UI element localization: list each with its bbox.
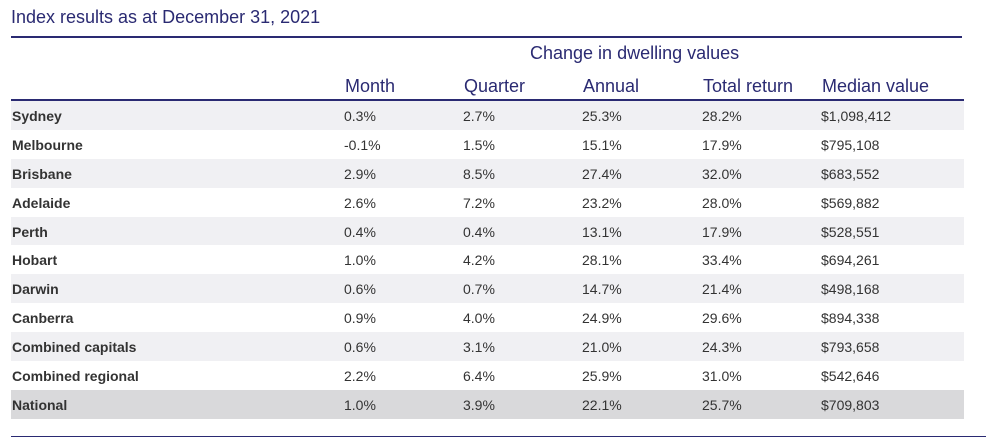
row-month: 0.6% — [344, 281, 376, 298]
row-city: Combined capitals — [12, 339, 137, 356]
row-annual: 23.2% — [582, 194, 622, 211]
column-header-quarter: Quarter — [464, 76, 526, 96]
row-median-value: $542,646 — [821, 368, 880, 385]
table-row: Sydney 0.3% 2.7% 25.3% 28.2% $1,098,412 — [11, 101, 964, 130]
row-city: Perth — [12, 223, 48, 240]
row-annual: 22.1% — [582, 396, 622, 413]
row-annual: 25.9% — [582, 368, 622, 385]
table-row: Brisbane 2.9% 8.5% 27.4% 32.0% $683,552 — [11, 158, 964, 188]
row-annual: 25.3% — [582, 108, 622, 124]
row-annual: 21.0% — [582, 339, 622, 356]
column-header-total-return: Total return — [703, 76, 794, 96]
table-row: Combined regional 2.2% 6.4% 25.9% 31.0% … — [11, 361, 964, 390]
row-city: Darwin — [12, 281, 59, 298]
row-median-value: $709,803 — [821, 396, 880, 413]
row-quarter: 3.9% — [463, 396, 495, 413]
row-month: 1.0% — [344, 396, 376, 413]
row-quarter: 3.1% — [463, 339, 495, 356]
header-divider — [11, 99, 964, 101]
row-median-value: $694,261 — [821, 252, 880, 269]
row-total-return: 24.3% — [702, 339, 742, 356]
row-median-value: $528,551 — [821, 223, 880, 240]
row-month: 2.2% — [344, 368, 376, 385]
row-city: National — [12, 396, 68, 413]
table-row: Perth 0.4% 0.4% 13.1% 17.9% $528,551 — [11, 216, 964, 246]
row-month: 2.9% — [344, 165, 376, 182]
row-month: 0.9% — [344, 310, 376, 327]
row-city: Combined regional — [12, 368, 139, 385]
row-total-return: 32.0% — [702, 165, 742, 182]
results-table: Sydney 0.3% 2.7% 25.3% 28.2% $1,098,412 … — [11, 101, 964, 419]
bottom-divider — [11, 436, 986, 437]
column-header-median-value: Median value — [822, 76, 930, 96]
table-row: Hobart 1.0% 4.2% 28.1% 33.4% $694,261 — [11, 245, 964, 274]
row-quarter: 0.4% — [463, 223, 495, 240]
row-city: Adelaide — [12, 194, 71, 211]
row-city: Melbourne — [12, 136, 83, 153]
table-row: Darwin 0.6% 0.7% 14.7% 21.4% $498,168 — [11, 274, 964, 304]
row-quarter: 6.4% — [463, 368, 495, 385]
row-annual: 28.1% — [582, 252, 622, 269]
row-median-value: $1,098,412 — [821, 108, 892, 124]
row-median-value: $569,882 — [821, 194, 880, 211]
row-city: Brisbane — [12, 165, 72, 182]
row-quarter: 2.7% — [463, 108, 495, 124]
row-median-value: $683,552 — [821, 165, 880, 182]
row-quarter: 1.5% — [463, 136, 495, 153]
row-month: 2.6% — [344, 194, 376, 211]
row-total-return: 28.2% — [702, 108, 742, 124]
row-annual: 24.9% — [582, 310, 622, 327]
row-total-return: 21.4% — [702, 281, 742, 298]
row-city: Canberra — [12, 310, 74, 327]
row-median-value: $795,108 — [821, 136, 880, 153]
row-quarter: 8.5% — [463, 165, 495, 182]
table-row: Adelaide 2.6% 7.2% 23.2% 28.0% $569,882 — [11, 188, 964, 217]
row-annual: 14.7% — [582, 281, 622, 298]
row-month: -0.1% — [344, 136, 381, 153]
column-header-annual: Annual — [583, 76, 640, 96]
row-annual: 15.1% — [582, 136, 622, 153]
title-divider — [11, 36, 962, 38]
group-header-change: Change in dwelling values — [530, 43, 740, 63]
row-annual: 13.1% — [582, 223, 622, 240]
table-row: Melbourne -0.1% 1.5% 15.1% 17.9% $795,10… — [11, 130, 964, 159]
row-total-return: 17.9% — [702, 136, 742, 153]
row-annual: 27.4% — [582, 165, 622, 182]
row-quarter: 7.2% — [463, 194, 495, 211]
table-row: Canberra 0.9% 4.0% 24.9% 29.6% $894,338 — [11, 303, 964, 332]
row-total-return: 17.9% — [702, 223, 742, 240]
row-median-value: $498,168 — [821, 281, 880, 298]
table-row: Combined capitals 0.6% 3.1% 21.0% 24.3% … — [11, 332, 964, 362]
row-total-return: 31.0% — [702, 368, 742, 385]
row-city: Hobart — [12, 252, 58, 269]
row-median-value: $894,338 — [821, 310, 880, 327]
row-total-return: 29.6% — [702, 310, 742, 327]
row-quarter: 4.0% — [463, 310, 495, 327]
row-quarter: 4.2% — [463, 252, 495, 269]
table-row-national: National 1.0% 3.9% 22.1% 25.7% $709,803 — [11, 389, 964, 419]
row-quarter: 0.7% — [463, 281, 495, 298]
row-month: 0.3% — [344, 108, 376, 124]
row-city: Sydney — [12, 108, 62, 124]
row-total-return: 25.7% — [702, 396, 742, 413]
row-month: 0.6% — [344, 339, 376, 356]
row-total-return: 28.0% — [702, 194, 742, 211]
column-header-month: Month — [345, 76, 396, 96]
page-title: Index results as at December 31, 2021 — [11, 7, 321, 27]
row-total-return: 33.4% — [702, 252, 742, 269]
row-month: 1.0% — [344, 252, 376, 269]
row-median-value: $793,658 — [821, 339, 880, 356]
row-month: 0.4% — [344, 223, 376, 240]
